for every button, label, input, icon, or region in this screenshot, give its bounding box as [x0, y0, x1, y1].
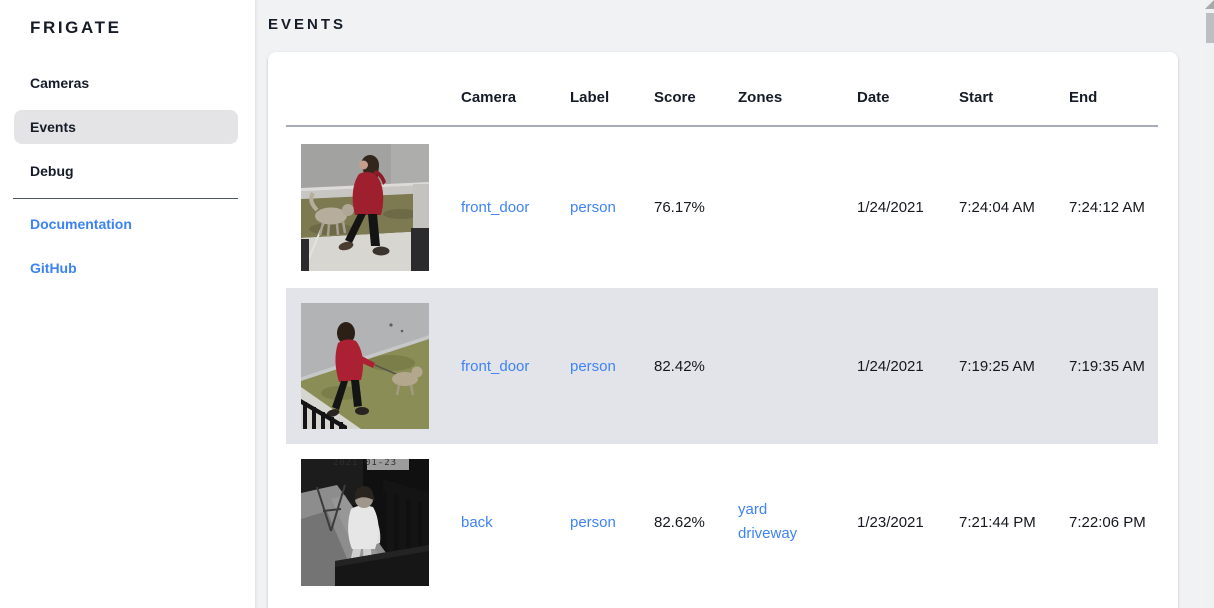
sidebar-link-github[interactable]: GitHub [30, 260, 77, 276]
end-value: 7:19:35 AM [1069, 357, 1145, 375]
date-value: 1/24/2021 [857, 199, 924, 216]
table-body: front_door person 76.17% 1/24/2021 7:24:… [286, 126, 1158, 600]
start-cell: 7:19:25 AM [944, 288, 1054, 444]
zones-cell [723, 126, 842, 288]
thumbnail-cell [286, 288, 446, 444]
column-header-end: End [1069, 89, 1098, 106]
table-header-row: Camera Label Score Zones Date Start End [286, 52, 1158, 126]
sidebar-nav: Cameras Events Debug Documentation GitHu… [0, 37, 255, 285]
column-header-label: Label [570, 89, 610, 106]
start-value: 7:19:25 AM [959, 357, 1035, 375]
thumbnail-cell [286, 126, 446, 288]
camera-cell: back [446, 444, 555, 600]
start-value: 7:21:44 PM [959, 513, 1036, 531]
table-row[interactable]: front_door person 76.17% 1/24/2021 7:24:… [286, 126, 1158, 288]
column-header-score: Score [654, 89, 696, 106]
thumbnail-timestamp-overlay: 2021-01-23 [333, 459, 397, 468]
table-row[interactable]: 2021-01-23 back person 82.62% yard drive… [286, 444, 1158, 600]
sidebar: FRIGATE Cameras Events Debug Documentati… [0, 0, 255, 608]
sidebar-item-cameras[interactable]: Cameras [30, 75, 90, 91]
label-cell: person [555, 126, 639, 288]
sidebar-link-documentation[interactable]: Documentation [30, 216, 132, 232]
start-value: 7:24:04 AM [959, 199, 1035, 216]
score-value: 82.62% [654, 513, 705, 531]
date-cell: 1/24/2021 [842, 288, 944, 444]
label-link[interactable]: person [570, 513, 616, 531]
end-value: 7:24:12 AM [1069, 199, 1145, 216]
score-cell: 76.17% [639, 126, 723, 288]
label-link[interactable]: person [570, 357, 616, 375]
score-value: 82.42% [654, 357, 705, 375]
date-cell: 1/24/2021 [842, 126, 944, 288]
thumbnail-cell: 2021-01-23 [286, 444, 446, 600]
label-link[interactable]: person [570, 199, 616, 216]
camera-cell: front_door [446, 288, 555, 444]
table-row-selected[interactable]: front_door person 82.42% 1/24/2021 7:19:… [286, 288, 1158, 444]
date-value: 1/24/2021 [857, 357, 924, 375]
sidebar-item-events[interactable]: Events [14, 110, 238, 144]
thumbnail-image-person-night: 2021-01-23 [301, 458, 429, 586]
zone-link-yard[interactable]: yard [738, 501, 768, 518]
column-header-date: Date [857, 89, 890, 106]
thumbnail-image-person-dog-day [301, 144, 429, 271]
column-header-start: Start [959, 89, 994, 106]
sidebar-item-debug[interactable]: Debug [30, 163, 74, 179]
end-cell: 7:19:35 AM [1054, 288, 1158, 444]
score-value: 76.17% [654, 199, 705, 216]
event-thumbnail[interactable]: 2021-01-23 [301, 458, 429, 586]
scrollbar-corner-icon [1205, 0, 1214, 9]
thumbnail-image-person-dog-railing [301, 302, 429, 429]
events-table: Camera Label Score Zones Date Start End [286, 52, 1158, 600]
table-head: Camera Label Score Zones Date Start End [286, 52, 1158, 126]
scrollbar-thumb[interactable] [1206, 13, 1214, 43]
events-card: Camera Label Score Zones Date Start End [268, 52, 1178, 608]
app-logo: FRIGATE [30, 18, 122, 37]
zone-link-driveway[interactable]: driveway [738, 525, 798, 542]
start-cell: 7:24:04 AM [944, 126, 1054, 288]
end-cell: 7:24:12 AM [1054, 126, 1158, 288]
main-content: EVENTS Camera Label Score Zones Date Sta… [255, 0, 1206, 608]
start-cell: 7:21:44 PM [944, 444, 1054, 600]
label-cell: person [555, 288, 639, 444]
date-cell: 1/23/2021 [842, 444, 944, 600]
camera-link[interactable]: front_door [461, 199, 530, 216]
event-thumbnail[interactable] [301, 144, 429, 271]
vertical-scrollbar[interactable] [1205, 0, 1214, 608]
sidebar-divider [13, 198, 238, 199]
column-header-thumbnail [286, 52, 446, 126]
camera-link[interactable]: back [461, 513, 493, 531]
camera-link[interactable]: front_door [461, 357, 530, 375]
column-header-zones: Zones [738, 89, 783, 106]
zones-cell: yard driveway [723, 444, 842, 600]
end-cell: 7:22:06 PM [1054, 444, 1158, 600]
score-cell: 82.62% [639, 444, 723, 600]
end-value: 7:22:06 PM [1069, 513, 1146, 531]
zones-cell [723, 288, 842, 444]
label-cell: person [555, 444, 639, 600]
page-title: EVENTS [268, 16, 347, 33]
score-cell: 82.42% [639, 288, 723, 444]
date-value: 1/23/2021 [857, 513, 924, 531]
column-header-camera: Camera [461, 89, 517, 106]
event-thumbnail[interactable] [301, 302, 429, 430]
camera-cell: front_door [446, 126, 555, 288]
